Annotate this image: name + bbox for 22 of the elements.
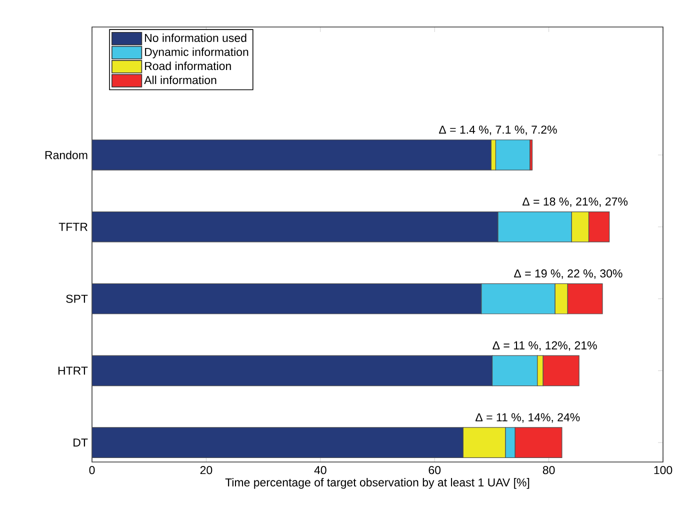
x-tick-label: 0 [89,466,95,474]
x-tick-label: 100 [654,466,672,474]
annotation: Δ = 11 %, 14%, 24% [476,413,580,423]
x-tick-label: 60 [428,466,441,474]
x-tick-label: 80 [542,466,555,474]
legend-label: No information used [145,34,246,42]
x-axis-title: Time percentage of target observation by at least 1 UAV [%] [225,478,530,489]
y-tick-label: SPT [66,294,88,303]
y-tick-label: TFTR [58,222,88,231]
annotation: Δ = 1.4 %, 7.1 %, 7.2% [439,126,557,136]
annotation: Δ = 18 %, 21%, 27% [522,197,628,207]
legend-label: All information [144,76,216,84]
legend-label: Dynamic information [145,48,248,58]
x-tick-label: 20 [200,466,212,474]
legend-label: Road information [145,62,231,70]
annotation: Δ = 19 %, 22 %, 30% [514,269,622,279]
annotation: Δ = 11 %, 12%, 21% [492,341,597,351]
bar [495,140,530,170]
y-tick-label: Random [45,150,88,160]
x-tick-label: 40 [314,466,326,474]
y-tick-label: DT [74,438,88,447]
y-tick-label: HTRT [58,366,88,375]
